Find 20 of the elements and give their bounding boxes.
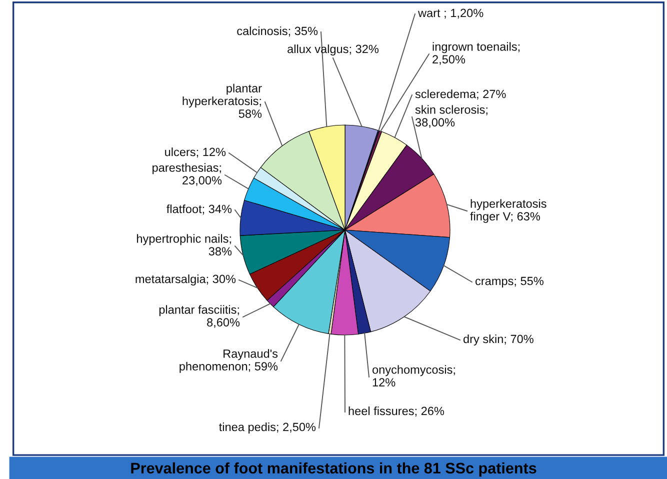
- slice-label: paresthesias; 23,00%: [152, 163, 222, 186]
- slice-label: tinea pedis; 2,50%: [219, 422, 316, 434]
- slice-label: ulcers; 12%: [165, 147, 226, 158]
- slice-label: onychomycosis; 12%: [372, 365, 455, 386]
- slice-label: skin sclerosis; 38,00%: [415, 105, 488, 128]
- slice-label: ingrown toenails; 2,50%: [432, 42, 520, 65]
- slice-label: flatfoot; 34%: [166, 204, 232, 215]
- slice-label: metatarsalgia; 30%: [136, 274, 236, 286]
- slice-label: plantar hyperkeratosis; 58%: [182, 84, 262, 118]
- slice-label: scleredema; 27%: [415, 90, 506, 100]
- slice-label: Raynaud's phenomenon; 59%: [180, 349, 278, 373]
- slice-label: hyperkeratosis finger V; 63%: [470, 199, 546, 223]
- slice-label: calcinosis; 35%: [237, 26, 318, 37]
- slice-label: heel fissures; 26%: [348, 406, 444, 417]
- slice-label: wart ; 1,20%: [418, 8, 484, 19]
- slice-label: hypertrophic nails; 38%: [137, 234, 232, 256]
- slice-label: cramps; 55%: [476, 276, 544, 288]
- text: Prevalence of foot manifestations in the 81 SSc patients: [131, 462, 536, 477]
- slice-label: plantar fasciitis; 8,60%: [159, 305, 240, 328]
- slice-label: dry skin; 70%: [463, 334, 534, 346]
